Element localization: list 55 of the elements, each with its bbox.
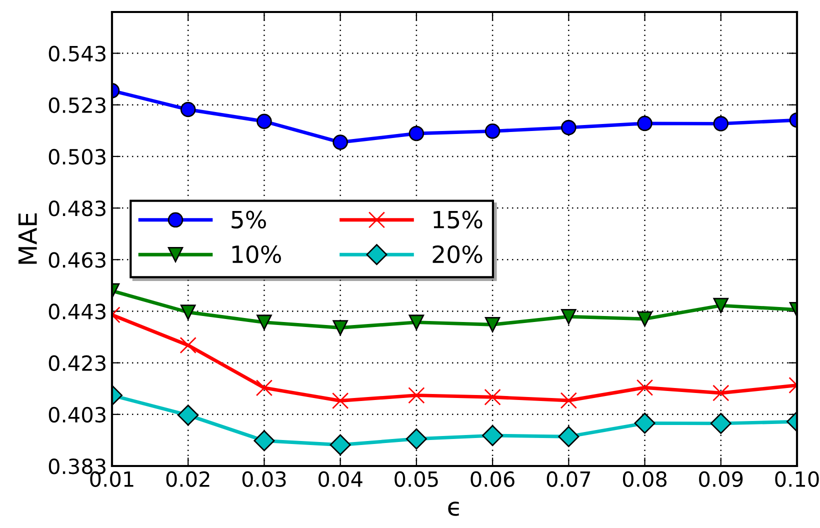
y-tick-label: 0.523 xyxy=(48,97,106,114)
point xyxy=(180,304,196,320)
legend-label: 5% xyxy=(232,210,266,229)
legend-label: 15% xyxy=(434,210,482,229)
point xyxy=(634,412,656,434)
point xyxy=(484,124,500,139)
y-tick-label: 0.443 xyxy=(48,304,106,320)
point xyxy=(637,311,652,327)
point xyxy=(408,126,424,142)
y-tick-label: 0.483 xyxy=(48,200,106,216)
x-tick-label: 0.02 xyxy=(166,471,210,487)
x-tick-label: 0.07 xyxy=(546,471,590,487)
point xyxy=(254,430,275,452)
point xyxy=(712,384,730,402)
x-tick-label: 0.09 xyxy=(699,471,743,487)
point xyxy=(713,116,729,132)
y-axis-title: MAE xyxy=(18,213,37,264)
point xyxy=(484,317,500,332)
point xyxy=(713,298,729,314)
point xyxy=(710,412,732,434)
x-tick-label: 0.06 xyxy=(470,471,514,487)
point xyxy=(330,434,351,456)
point xyxy=(561,309,576,324)
point xyxy=(558,426,580,448)
x-tick-label: 0.10 xyxy=(775,471,819,487)
point xyxy=(332,320,348,336)
legend-label: 20% xyxy=(432,245,482,264)
point xyxy=(180,102,196,118)
point xyxy=(256,314,272,330)
x-tick-label: 0.04 xyxy=(318,471,362,487)
point xyxy=(484,388,501,406)
point xyxy=(406,428,427,450)
point xyxy=(637,116,652,132)
point xyxy=(332,392,349,410)
point xyxy=(256,114,272,130)
x-tick-label: 0.03 xyxy=(242,471,286,487)
point xyxy=(636,379,654,396)
y-tick-label: 0.543 xyxy=(48,46,106,62)
x-tick-label: 0.08 xyxy=(622,471,667,487)
y-tick-label: 0.463 xyxy=(48,252,106,268)
point xyxy=(180,336,196,354)
x-tick-label: 0.05 xyxy=(394,471,438,487)
point xyxy=(408,386,425,404)
point xyxy=(482,425,504,446)
y-tick-label: 0.403 xyxy=(48,406,106,423)
x-axis-title: ϵ xyxy=(448,502,459,516)
y-tick-label: 0.423 xyxy=(48,355,106,372)
point xyxy=(408,314,424,330)
point xyxy=(561,120,576,136)
legend-label: 10% xyxy=(232,245,281,264)
point xyxy=(560,392,577,409)
point xyxy=(332,134,348,150)
point xyxy=(178,404,199,426)
y-tick-label: 0.503 xyxy=(48,148,106,165)
point xyxy=(256,380,273,396)
